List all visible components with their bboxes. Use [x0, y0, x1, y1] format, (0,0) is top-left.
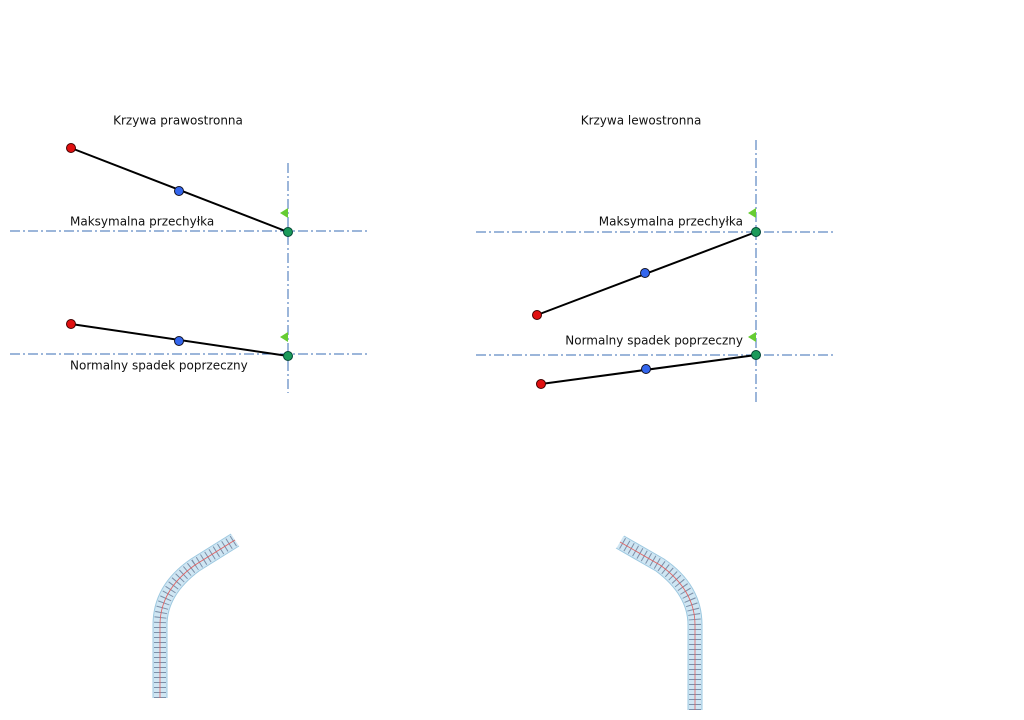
point[interactable]: [532, 310, 542, 320]
label: Normalny spadek poprzeczny: [70, 359, 248, 373]
flag: [280, 332, 288, 342]
label: Normalny spadek poprzeczny: [565, 334, 743, 348]
point[interactable]: [536, 379, 546, 389]
road-sketch: [152, 533, 240, 698]
flag: [280, 208, 288, 218]
point[interactable]: [751, 350, 761, 360]
panel-title: Krzywa lewostronna: [581, 114, 702, 128]
point[interactable]: [66, 319, 76, 329]
label: Maksymalna przechyłka: [599, 215, 743, 229]
point[interactable]: [174, 336, 184, 346]
label: Maksymalna przechyłka: [70, 215, 214, 229]
road-sketch: [615, 535, 703, 710]
point[interactable]: [174, 186, 184, 196]
panel-title: Krzywa prawostronna: [113, 114, 243, 128]
point[interactable]: [283, 227, 293, 237]
flag: [748, 332, 756, 342]
flag: [748, 208, 756, 218]
point[interactable]: [66, 143, 76, 153]
point[interactable]: [751, 227, 761, 237]
point[interactable]: [641, 364, 651, 374]
point[interactable]: [283, 351, 293, 361]
point[interactable]: [640, 268, 650, 278]
